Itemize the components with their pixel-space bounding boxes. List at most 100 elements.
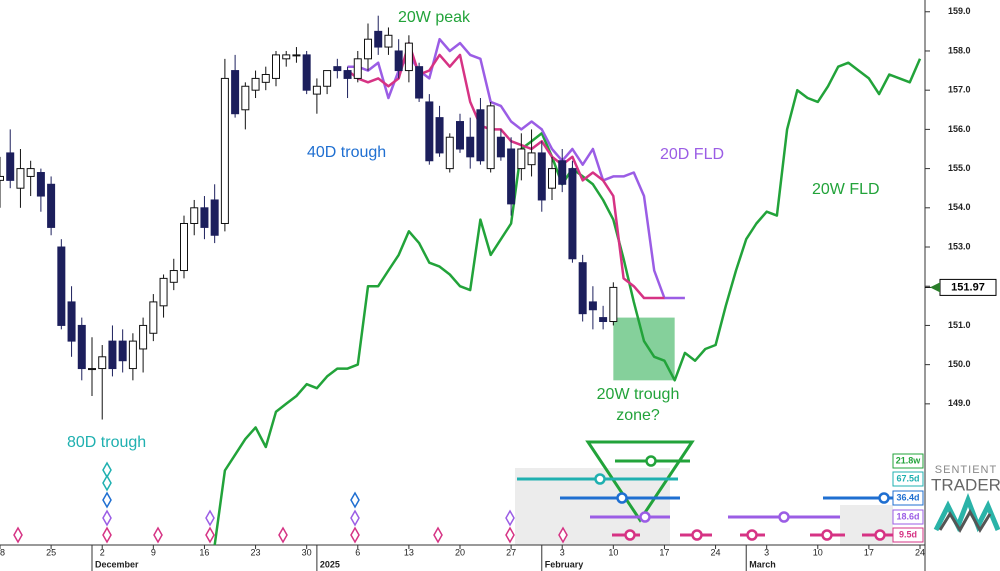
candle-body bbox=[149, 301, 158, 334]
month-label: March bbox=[749, 559, 776, 569]
candle-body bbox=[16, 168, 25, 189]
cycle-label: 21.8w bbox=[896, 455, 922, 465]
candle-body bbox=[47, 183, 56, 228]
candle-body bbox=[435, 117, 444, 154]
candle-body bbox=[343, 70, 352, 79]
candle-body bbox=[456, 121, 464, 150]
candle-body bbox=[282, 54, 291, 60]
y-tick-label: 154.0 bbox=[948, 202, 971, 212]
cycle-diamond bbox=[558, 526, 568, 544]
candle-body bbox=[588, 301, 597, 311]
series-label: 20W FLD bbox=[812, 181, 880, 198]
trough-zone bbox=[613, 317, 675, 381]
x-tick-label: 17 bbox=[864, 547, 874, 557]
logo-text: SENTIENT bbox=[935, 464, 997, 476]
candle-body bbox=[558, 160, 567, 185]
cycle-point bbox=[639, 511, 651, 523]
candle-body bbox=[77, 324, 86, 370]
candle-body bbox=[26, 168, 35, 177]
cycle-diamond bbox=[102, 509, 112, 527]
series-label: 20D FLD bbox=[660, 146, 724, 163]
candle-body bbox=[159, 277, 168, 307]
x-tick-label: 10 bbox=[608, 547, 618, 557]
annotation: 40D trough bbox=[307, 144, 386, 161]
cycle-point bbox=[874, 529, 886, 541]
candle-body bbox=[323, 70, 332, 87]
candle-body bbox=[220, 77, 229, 224]
candle-body bbox=[496, 136, 505, 158]
cycle-diamond bbox=[433, 526, 443, 544]
candle-body bbox=[57, 246, 66, 326]
cycle-diamond bbox=[102, 526, 112, 544]
candle-body bbox=[476, 109, 485, 162]
x-tick-label: 23 bbox=[251, 547, 261, 557]
x-tick-label: 10 bbox=[813, 547, 823, 557]
cycle-label: 18.6d bbox=[896, 511, 919, 521]
cycle-panel-shade bbox=[840, 505, 893, 545]
candle-body bbox=[302, 54, 311, 91]
candle-body bbox=[231, 70, 240, 115]
candle-body bbox=[333, 66, 342, 72]
candle-body bbox=[292, 54, 301, 57]
x-tick-label: 20 bbox=[455, 547, 465, 557]
x-tick-label: 25 bbox=[46, 547, 56, 557]
candle-body bbox=[425, 101, 434, 162]
cycle-diamond bbox=[13, 526, 23, 544]
cycle-diamond bbox=[205, 526, 215, 544]
logo-text: TRADER bbox=[931, 475, 1000, 494]
cycle-point bbox=[821, 529, 833, 541]
candle-body bbox=[6, 152, 15, 181]
x-tick-label: 30 bbox=[302, 547, 312, 557]
annotation: zone? bbox=[616, 407, 660, 424]
annotation: 80D trough bbox=[67, 434, 146, 451]
candle-body bbox=[67, 301, 76, 342]
candle-body bbox=[0, 175, 4, 181]
month-label: 2025 bbox=[320, 559, 340, 569]
candle-body bbox=[578, 262, 587, 315]
candle-body bbox=[364, 38, 372, 60]
cycle-diamond bbox=[505, 526, 515, 544]
cycle-diamond bbox=[278, 526, 288, 544]
x-tick-label: 6 bbox=[355, 547, 360, 557]
cycle-diamond bbox=[102, 491, 112, 509]
candle-body bbox=[599, 317, 608, 323]
month-label: December bbox=[95, 559, 139, 569]
y-tick-label: 153.0 bbox=[948, 241, 971, 251]
y-tick-label: 151.0 bbox=[948, 320, 971, 330]
candle-body bbox=[36, 172, 45, 197]
y-tick-label: 156.0 bbox=[948, 124, 971, 134]
cycle-label: 36.4d bbox=[896, 492, 919, 502]
fld-line bbox=[213, 58, 922, 546]
candle-body bbox=[88, 368, 96, 371]
candle-body bbox=[128, 340, 137, 370]
candle-body bbox=[517, 148, 526, 170]
candle-body bbox=[415, 66, 424, 99]
month-label: February bbox=[545, 559, 584, 569]
cycle-label-box bbox=[892, 509, 924, 525]
cycle-point bbox=[645, 455, 657, 467]
x-tick-label: 13 bbox=[404, 547, 414, 557]
x-tick-label: 24 bbox=[915, 547, 925, 557]
candle-body bbox=[548, 168, 556, 189]
x-tick-label: 2 bbox=[100, 547, 105, 557]
candle-body bbox=[180, 222, 188, 272]
candle-body bbox=[261, 73, 270, 83]
candle-body bbox=[241, 85, 250, 111]
x-tick-label: 18 bbox=[0, 547, 5, 557]
logo-mark bbox=[938, 508, 992, 533]
candle-body bbox=[374, 30, 383, 48]
candle-body bbox=[210, 199, 219, 236]
candle-body bbox=[537, 152, 546, 201]
cycle-label-box bbox=[892, 453, 924, 469]
cycle-diamond bbox=[350, 491, 360, 509]
candle-body bbox=[169, 270, 178, 283]
candle-body bbox=[98, 356, 107, 370]
annotation: 20W trough bbox=[597, 386, 680, 403]
peak-marker-triangle bbox=[585, 440, 695, 523]
fld-line bbox=[346, 41, 665, 300]
last-price-label: 151.97 bbox=[951, 281, 985, 293]
cycle-diamond bbox=[102, 474, 112, 492]
candle-body bbox=[353, 58, 362, 79]
